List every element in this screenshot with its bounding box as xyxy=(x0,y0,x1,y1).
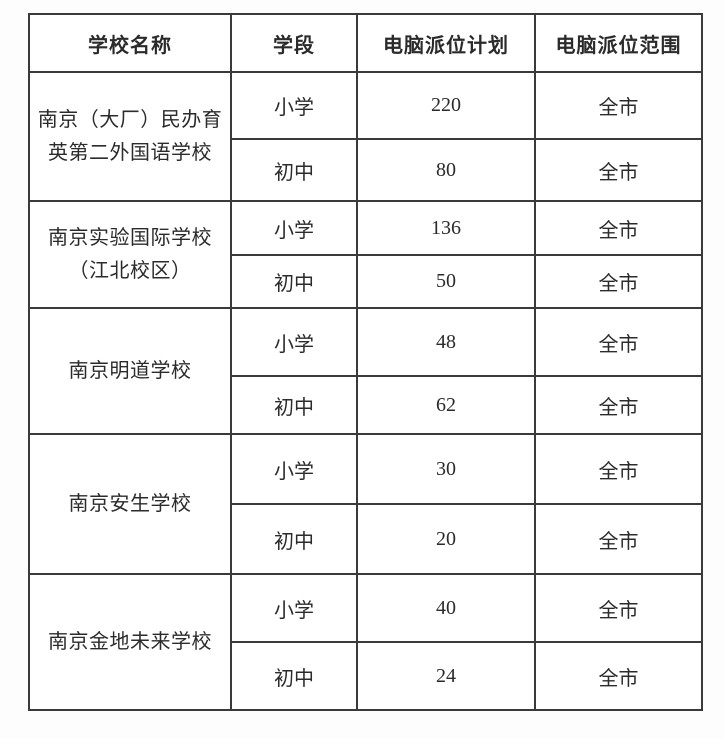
school-name-cell: 南京实验国际学校 （江北校区） xyxy=(28,200,232,309)
plan-cell: 50 xyxy=(356,254,536,309)
stage-cell: 初中 xyxy=(230,503,358,575)
stage-cell: 初中 xyxy=(230,375,358,435)
scope-cell: 全市 xyxy=(534,375,703,435)
scope-cell: 全市 xyxy=(534,573,703,643)
school-name-cell: 南京金地未来学校 xyxy=(28,573,232,711)
stage-cell: 小学 xyxy=(230,307,358,377)
plan-cell: 62 xyxy=(356,375,536,435)
scope-cell: 全市 xyxy=(534,433,703,505)
stage-cell: 小学 xyxy=(230,71,358,140)
stage-cell: 初中 xyxy=(230,138,358,202)
column-header-scope: 电脑派位范围 xyxy=(534,13,703,73)
plan-cell: 220 xyxy=(356,71,536,140)
stage-cell: 小学 xyxy=(230,573,358,643)
header-row: 学校名称 学段 电脑派位计划 电脑派位范围 xyxy=(28,13,703,73)
table-row: 初中 62 全市 xyxy=(29,375,703,435)
table-row: 南京实验国际学校 （江北校区） 小学 136 全市 xyxy=(28,200,703,309)
table-row: 南京金地未来学校 小学 40 全市 xyxy=(28,573,703,711)
school-name-cell: 南京明道学校 xyxy=(28,307,232,435)
scope-cell: 全市 xyxy=(534,641,703,711)
plan-cell: 24 xyxy=(356,641,536,711)
scope-cell: 全市 xyxy=(534,307,703,377)
school-name-cell: 南京安生学校 xyxy=(28,433,232,575)
stage-cell: 初中 xyxy=(230,254,358,309)
school-name-cell: 南京（大厂）民办育 英第二外国语学校 xyxy=(28,71,232,202)
school-lottery-table: 学校名称 学段 电脑派位计划 电脑派位范围 南京（大厂）民办育 英第二外国语学校… xyxy=(28,13,703,711)
column-header-plan: 电脑派位计划 xyxy=(356,13,536,73)
stage-cell: 小学 xyxy=(230,200,358,256)
plan-cell: 30 xyxy=(356,433,536,505)
scope-cell: 全市 xyxy=(534,254,703,309)
table-row: 初中 24 全市 xyxy=(29,641,703,711)
table-row: 初中 80 全市 xyxy=(29,138,703,202)
table-row: 初中 50 全市 xyxy=(29,254,703,309)
column-header-stage: 学段 xyxy=(230,13,358,73)
scope-cell: 全市 xyxy=(534,503,703,575)
scope-cell: 全市 xyxy=(534,71,703,140)
plan-cell: 48 xyxy=(356,307,536,377)
table-row: 南京明道学校 小学 48 全市 xyxy=(28,307,703,435)
table-row: 南京安生学校 小学 30 全市 xyxy=(28,433,703,575)
plan-cell: 20 xyxy=(356,503,536,575)
plan-cell: 136 xyxy=(356,200,536,256)
table-row: 南京（大厂）民办育 英第二外国语学校 小学 220 全市 xyxy=(28,71,703,202)
plan-cell: 40 xyxy=(356,573,536,643)
column-header-school-name: 学校名称 xyxy=(28,13,232,73)
scope-cell: 全市 xyxy=(534,200,703,256)
plan-cell: 80 xyxy=(356,138,536,202)
table-row: 初中 20 全市 xyxy=(29,503,703,575)
stage-cell: 小学 xyxy=(230,433,358,505)
stage-cell: 初中 xyxy=(230,641,358,711)
scope-cell: 全市 xyxy=(534,138,703,202)
